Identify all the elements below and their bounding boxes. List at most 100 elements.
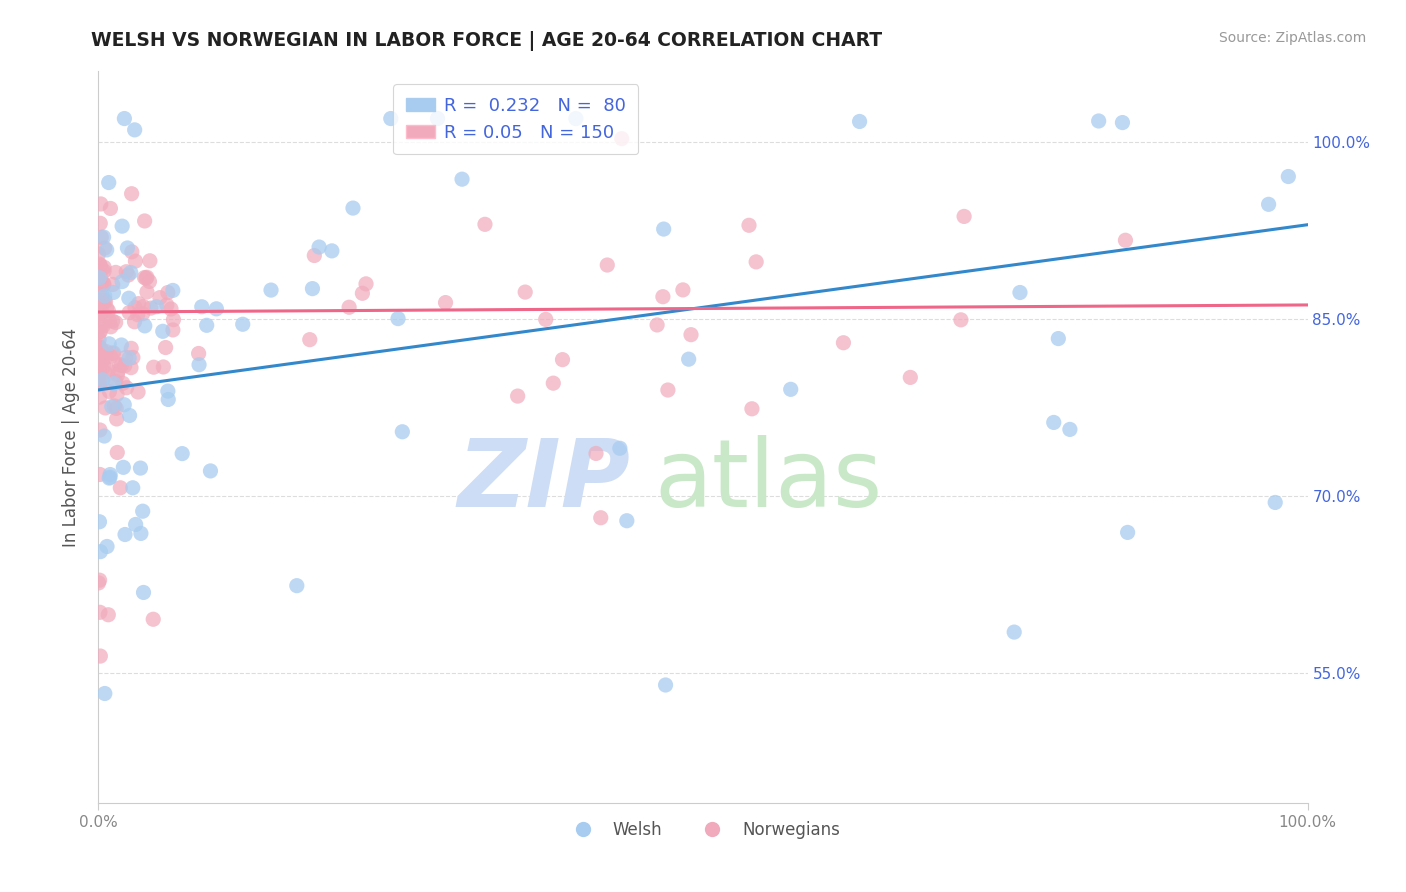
Point: [138, 275, 160, 289]
Point: [117, 268, 139, 282]
Point: [1002, 625, 1025, 640]
Point: [616, 514, 638, 528]
Point: [139, 301, 162, 315]
Point: [118, 351, 141, 365]
Point: [87, 576, 110, 591]
Point: [645, 318, 668, 332]
Point: [308, 240, 330, 254]
Point: [89, 257, 111, 271]
Point: [679, 327, 702, 342]
Point: [87, 310, 110, 324]
Point: [949, 313, 972, 327]
Point: [657, 383, 679, 397]
Point: [124, 123, 146, 137]
Point: [609, 442, 631, 456]
Text: Source: ZipAtlas.com: Source: ZipAtlas.com: [1219, 31, 1367, 45]
Point: [90, 291, 112, 305]
Point: [97, 304, 120, 318]
Point: [118, 291, 141, 305]
Point: [90, 230, 112, 244]
Point: [596, 258, 619, 272]
Point: [101, 314, 124, 328]
Point: [93, 277, 115, 292]
Point: [112, 112, 135, 126]
Point: [100, 202, 122, 216]
Point: [129, 461, 152, 475]
Point: [124, 301, 146, 315]
Point: [94, 294, 117, 309]
Point: [380, 112, 402, 126]
Point: [152, 324, 174, 338]
Point: [93, 359, 115, 374]
Legend: Welsh, Norwegians: Welsh, Norwegians: [560, 814, 846, 846]
Point: [104, 375, 127, 389]
Point: [304, 248, 326, 262]
Point: [98, 384, 121, 399]
Point: [107, 364, 129, 378]
Point: [565, 112, 588, 126]
Text: WELSH VS NORWEGIAN IN LABOR FORCE | AGE 20-64 CORRELATION CHART: WELSH VS NORWEGIAN IN LABOR FORCE | AGE …: [91, 31, 883, 51]
Point: [1264, 495, 1286, 509]
Point: [1047, 332, 1070, 346]
Point: [128, 296, 150, 310]
Point: [120, 266, 142, 280]
Point: [121, 481, 143, 495]
Point: [90, 293, 112, 307]
Point: [97, 363, 120, 377]
Point: [114, 527, 136, 541]
Point: [103, 285, 125, 300]
Point: [98, 470, 121, 484]
Point: [534, 312, 557, 326]
Point: [93, 260, 115, 275]
Point: [155, 341, 177, 355]
Point: [652, 222, 675, 236]
Point: [131, 307, 153, 321]
Point: [103, 346, 125, 360]
Point: [337, 300, 360, 314]
Point: [91, 373, 114, 387]
Point: [87, 360, 110, 375]
Point: [678, 352, 700, 367]
Point: [96, 350, 118, 364]
Point: [172, 447, 194, 461]
Y-axis label: In Labor Force | Age 20-64: In Labor Force | Age 20-64: [62, 327, 80, 547]
Point: [1059, 422, 1081, 436]
Point: [129, 526, 152, 541]
Point: [285, 579, 308, 593]
Point: [93, 277, 115, 292]
Point: [117, 241, 139, 255]
Point: [738, 219, 761, 233]
Point: [90, 306, 112, 320]
Point: [87, 339, 110, 353]
Point: [89, 216, 111, 230]
Point: [89, 300, 111, 314]
Point: [451, 172, 474, 186]
Point: [898, 370, 921, 384]
Point: [89, 423, 111, 437]
Point: [200, 464, 222, 478]
Point: [94, 366, 117, 380]
Point: [91, 318, 114, 333]
Point: [156, 298, 179, 312]
Point: [89, 467, 111, 482]
Point: [589, 510, 612, 524]
Point: [301, 282, 323, 296]
Point: [188, 358, 211, 372]
Point: [101, 346, 124, 360]
Point: [1116, 525, 1139, 540]
Point: [89, 325, 111, 339]
Point: [124, 254, 146, 268]
Point: [124, 517, 146, 532]
Point: [127, 308, 149, 322]
Point: [98, 313, 121, 327]
Point: [87, 306, 110, 320]
Point: [89, 341, 111, 355]
Point: [134, 270, 156, 285]
Point: [87, 340, 110, 354]
Point: [132, 300, 155, 314]
Point: [90, 197, 112, 211]
Point: [89, 375, 111, 389]
Point: [87, 349, 110, 363]
Point: [131, 504, 153, 518]
Point: [120, 360, 142, 375]
